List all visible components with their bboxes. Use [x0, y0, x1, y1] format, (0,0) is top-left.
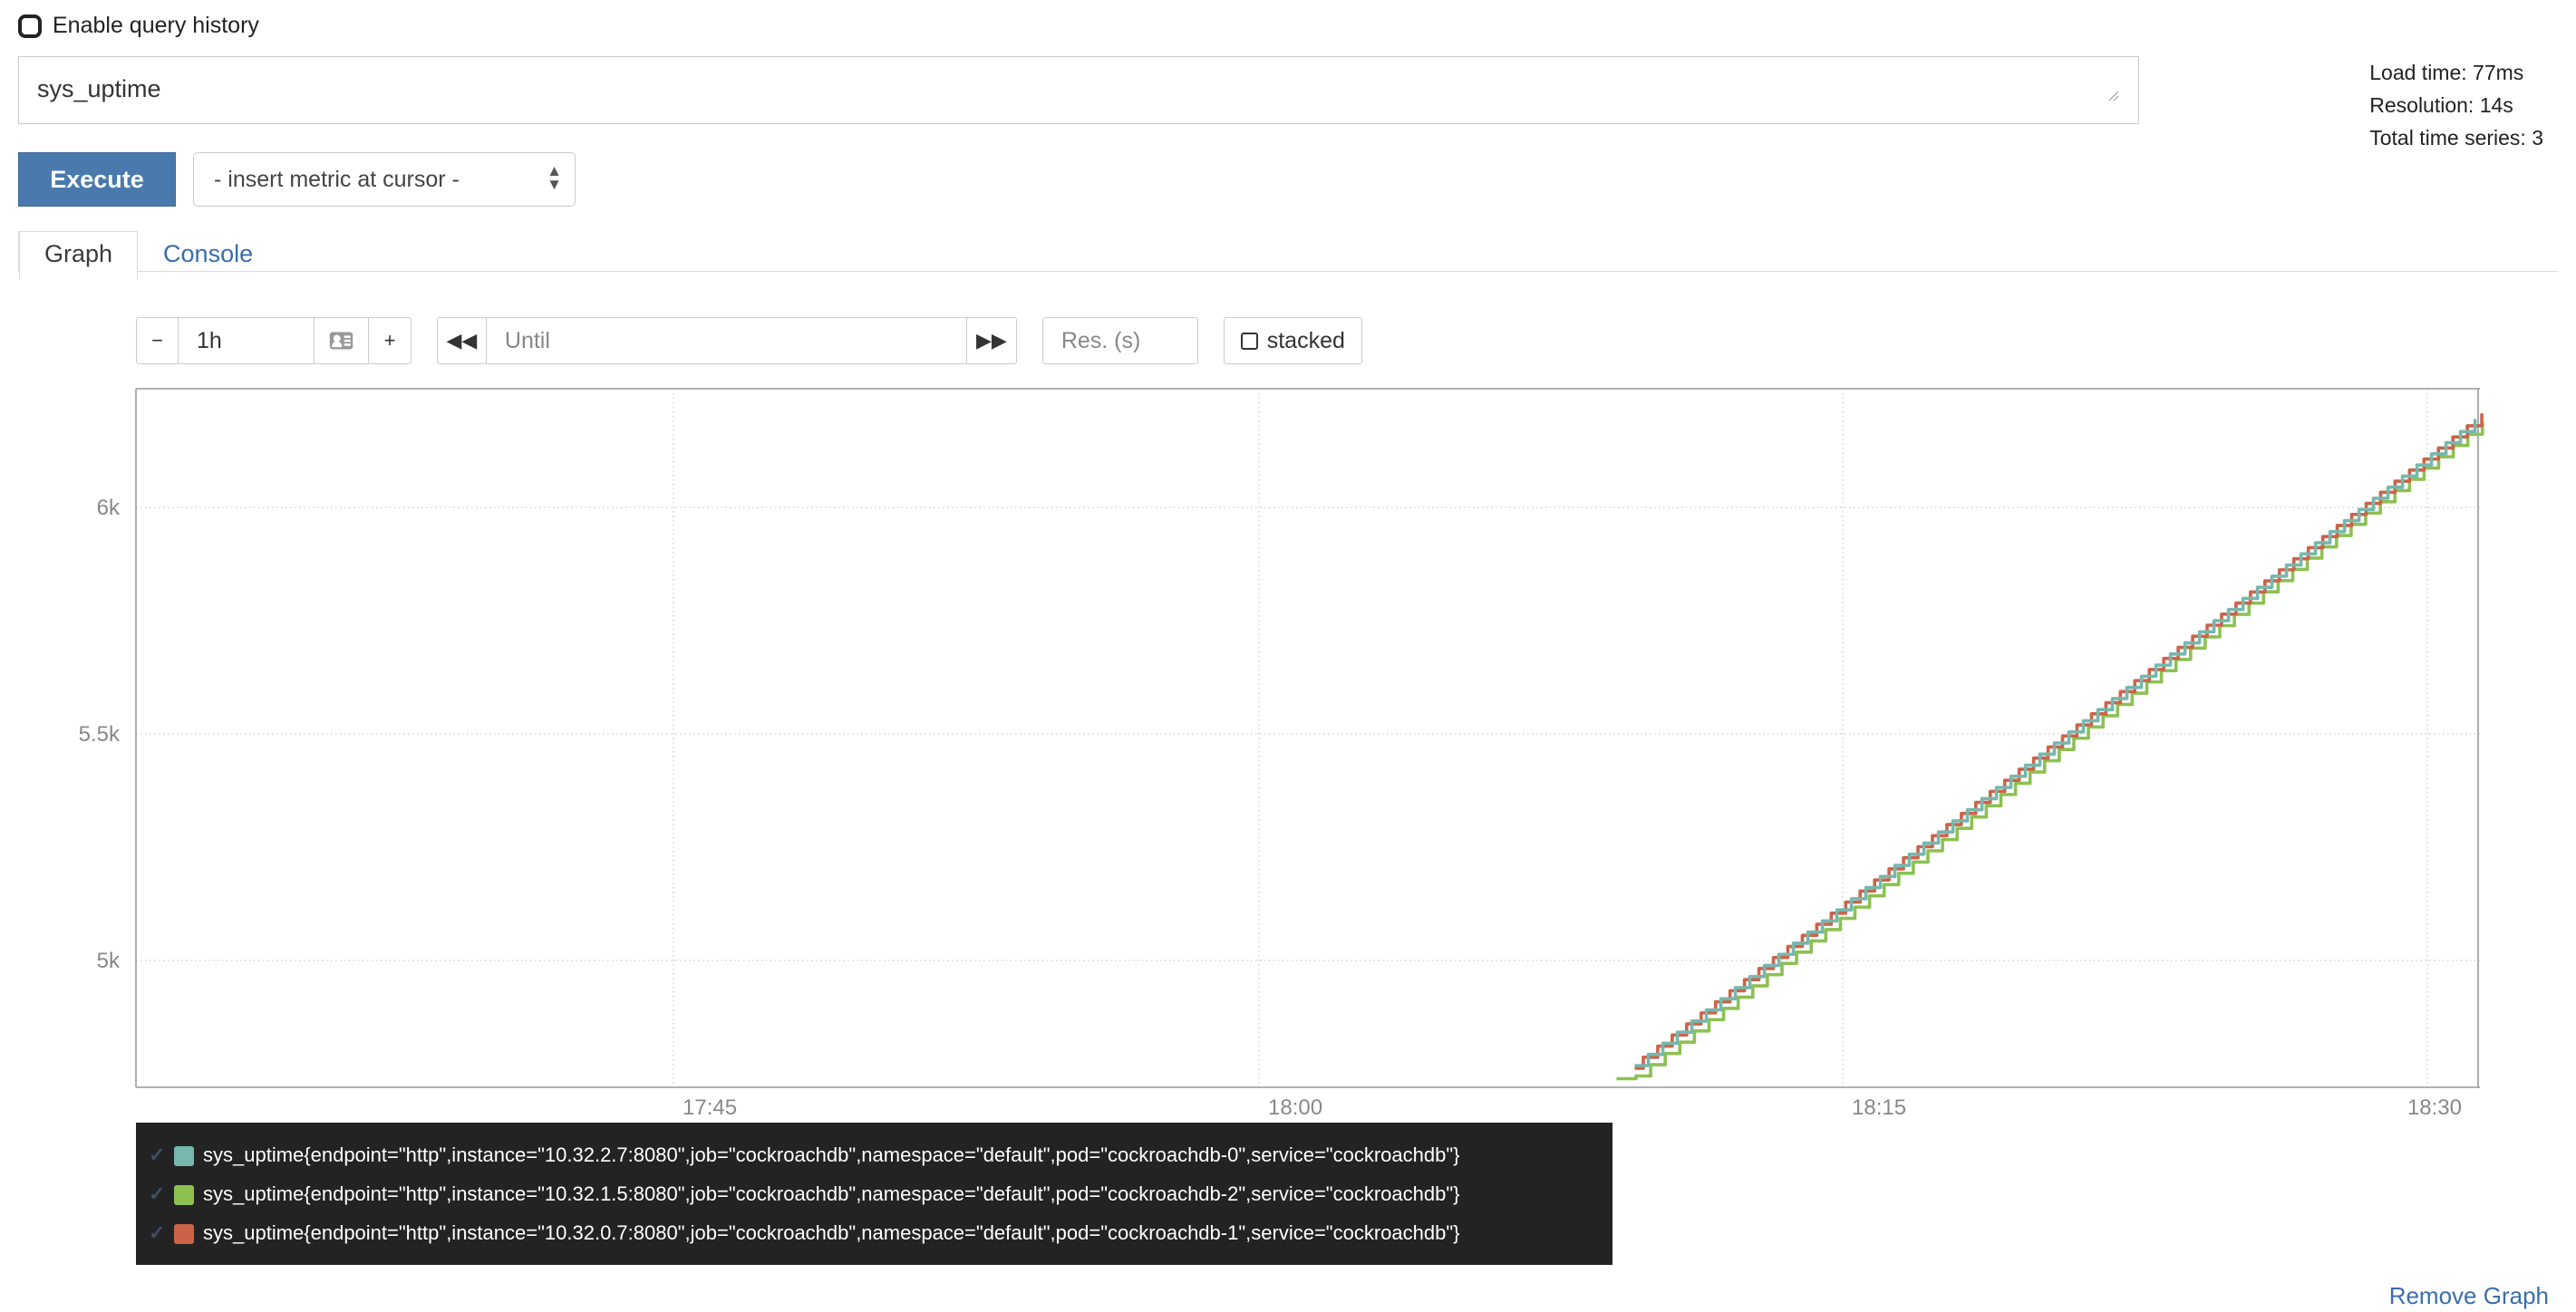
- svg-text:18:30: 18:30: [2407, 1095, 2462, 1120]
- svg-text:5.5k: 5.5k: [79, 722, 121, 747]
- svg-text:6k: 6k: [97, 496, 121, 520]
- svg-text:18:15: 18:15: [1852, 1095, 1906, 1120]
- svg-text:18:00: 18:00: [1268, 1095, 1322, 1120]
- svg-text:17:45: 17:45: [683, 1095, 737, 1120]
- svg-text:5k: 5k: [97, 949, 121, 973]
